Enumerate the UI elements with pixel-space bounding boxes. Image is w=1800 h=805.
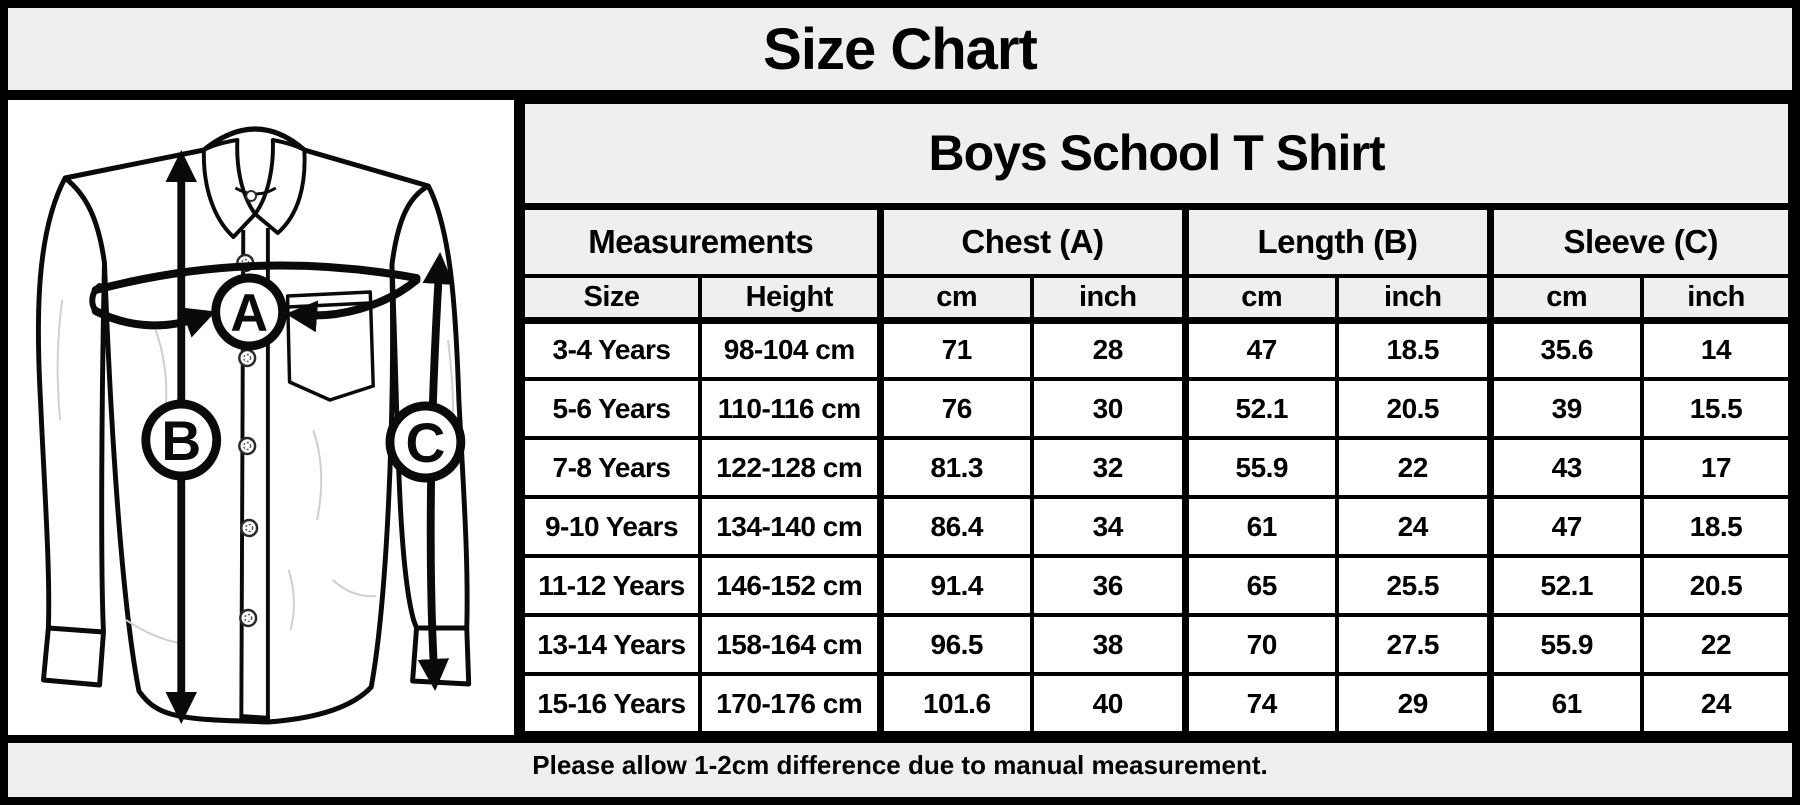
table-cell: 52.1 <box>1486 554 1644 617</box>
table-cell: 101.6 <box>876 672 1034 735</box>
table-cell: 70 <box>1181 613 1339 676</box>
badge-c-label: C <box>405 412 445 474</box>
table-cell: 39 <box>1486 377 1644 440</box>
table-cell: 20.5 <box>1335 377 1492 440</box>
table-cell: 25.5 <box>1335 554 1492 617</box>
measure-badges: A B C <box>141 273 466 483</box>
table-cell: 55.9 <box>1486 613 1644 676</box>
table-cell: 20.5 <box>1640 554 1792 617</box>
col-group-length: Length (B) <box>1181 204 1492 278</box>
table-cell: 61 <box>1486 672 1644 735</box>
table-cell: 47 <box>1181 318 1339 381</box>
table-cell: 18.5 <box>1640 495 1792 558</box>
table-cell: 24 <box>1640 672 1792 735</box>
table-cell: 47 <box>1486 495 1644 558</box>
table-cell: 18.5 <box>1335 318 1492 381</box>
table-cell: 27.5 <box>1335 613 1492 676</box>
table-cell: 3-4 Years <box>521 318 702 381</box>
size-table-area: Boys School T Shirt Measurements Chest (… <box>521 100 1792 735</box>
badge-a-label: A <box>230 284 268 343</box>
table-cell: 5-6 Years <box>521 377 702 440</box>
page-title: Size Chart <box>8 8 1792 100</box>
table-cell: 55.9 <box>1181 436 1339 499</box>
table-cell: 61 <box>1181 495 1339 558</box>
sub-header-length-cm: cm <box>1181 274 1339 324</box>
table-cell: 15.5 <box>1640 377 1792 440</box>
table-cell: 30 <box>1030 377 1187 440</box>
table-cell: 110-116 cm <box>698 377 882 440</box>
table-cell: 35.6 <box>1486 318 1644 381</box>
table-cell: 14 <box>1640 318 1792 381</box>
shirt-diagram-panel: A B C <box>8 100 521 735</box>
table-cell: 36 <box>1030 554 1187 617</box>
table-cell: 43 <box>1486 436 1644 499</box>
table-cell: 22 <box>1335 436 1492 499</box>
sub-header-chest-cm: cm <box>876 274 1034 324</box>
buttons <box>236 190 259 628</box>
collar <box>201 138 307 239</box>
table-cell: 11-12 Years <box>521 554 702 617</box>
badge-a-circle <box>211 273 288 351</box>
table-cell: 32 <box>1030 436 1187 499</box>
sub-header-size: Size <box>521 274 702 324</box>
badge-c-circle <box>385 401 466 483</box>
sub-header-height: Height <box>698 274 882 324</box>
table-cell: 24 <box>1335 495 1492 558</box>
shirt-diagram: A B C <box>35 126 472 725</box>
table-cell: 52.1 <box>1181 377 1339 440</box>
table-cell: 122-128 cm <box>698 436 882 499</box>
table-cell: 29 <box>1335 672 1492 735</box>
table-cell: 28 <box>1030 318 1187 381</box>
table-row: 9-10 Years 134-140 cm 86.4 34 61 24 47 18.5 <box>521 495 1792 558</box>
table-cell: 34 <box>1030 495 1187 558</box>
col-group-sleeve: Sleeve (C) <box>1486 204 1792 278</box>
table-cell: 96.5 <box>876 613 1034 676</box>
table-title: Boys School T Shirt <box>521 100 1792 210</box>
table-cell: 38 <box>1030 613 1187 676</box>
table-cell: 13-14 Years <box>521 613 702 676</box>
sub-header-chest-inch: inch <box>1030 274 1187 324</box>
table-cell: 40 <box>1030 672 1187 735</box>
badge-b-circle <box>141 399 222 481</box>
footnote: Please allow 1-2cm difference due to man… <box>8 735 1792 787</box>
table-cell: 22 <box>1640 613 1792 676</box>
table-cell: 9-10 Years <box>521 495 702 558</box>
sub-header-sleeve-inch: inch <box>1640 274 1792 324</box>
table-cell: 98-104 cm <box>698 318 882 381</box>
table-cell: 86.4 <box>876 495 1034 558</box>
size-table: Boys School T Shirt Measurements Chest (… <box>521 100 1792 735</box>
table-row: 11-12 Years 146-152 cm 91.4 36 65 25.5 52.1 20.… <box>521 554 1792 617</box>
badge-b-label: B <box>161 410 201 472</box>
table-cell: 158-164 cm <box>698 613 882 676</box>
sub-header-length-inch: inch <box>1335 274 1492 324</box>
table-cell: 65 <box>1181 554 1339 617</box>
col-group-measurements: Measurements <box>521 204 882 278</box>
table-row: 3-4 Years 98-104 cm 71 28 47 18.5 35.6 14 <box>521 318 1792 381</box>
table-cell: 91.4 <box>876 554 1034 617</box>
table-cell: 81.3 <box>876 436 1034 499</box>
table-row: 5-6 Years 110-116 cm 76 30 52.1 20.5 39 15.5 <box>521 377 1792 440</box>
table-cell: 74 <box>1181 672 1339 735</box>
table-cell: 15-16 Years <box>521 672 702 735</box>
table-cell: 134-140 cm <box>698 495 882 558</box>
main-content: A B C Boys School T Shirt <box>8 100 1792 735</box>
table-cell: 17 <box>1640 436 1792 499</box>
table-cell: 71 <box>876 318 1034 381</box>
table-row: 15-16 Years 170-176 cm 101.6 40 74 29 61 24 <box>521 672 1792 735</box>
table-row: 7-8 Years 122-128 cm 81.3 32 55.9 22 43 17 <box>521 436 1792 499</box>
table-cell: 146-152 cm <box>698 554 882 617</box>
table-row: 13-14 Years 158-164 cm 96.5 38 70 27.5 55.9 22 <box>521 613 1792 676</box>
sub-header-sleeve-cm: cm <box>1486 274 1644 324</box>
col-group-chest: Chest (A) <box>876 204 1187 278</box>
table-cell: 170-176 cm <box>698 672 882 735</box>
table-cell: 76 <box>876 377 1034 440</box>
table-cell: 7-8 Years <box>521 436 702 499</box>
